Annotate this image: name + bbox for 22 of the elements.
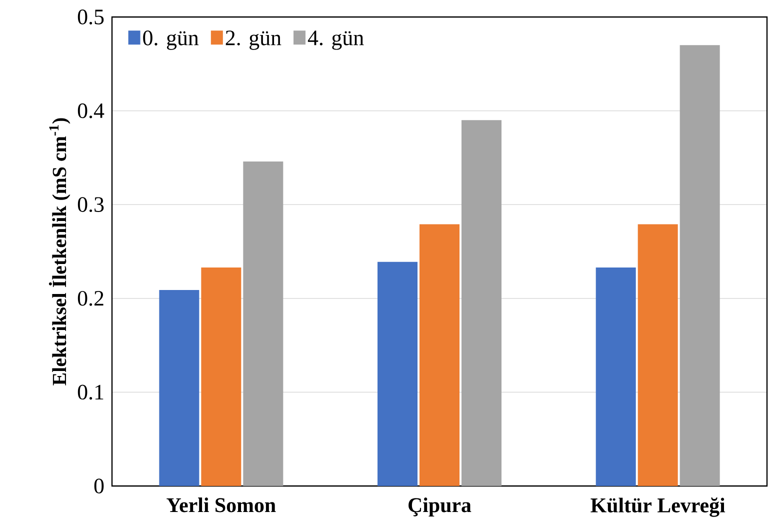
y-tick-label: 0.3: [78, 197, 104, 212]
y-tick-label: 0.2: [78, 290, 104, 306]
legend-label: 2. gün: [226, 30, 282, 50]
y-tick-label: 0: [94, 478, 104, 494]
legend-label: 4. gün: [308, 30, 364, 50]
x-tick-label: Çipura: [408, 498, 472, 516]
legend-label: 0. gün: [143, 30, 199, 50]
bar: [680, 45, 720, 486]
bar: [378, 262, 418, 486]
x-tick-label: Kültür Levreği: [590, 498, 726, 517]
y-axis-title: Elektriksel İletkenlik (mS cm$^{-1}$): [48, 118, 70, 386]
y-tick-label: 0.4: [78, 103, 104, 118]
bar: [420, 224, 460, 486]
bar: [596, 267, 636, 486]
x-tick-label: Yerli Somon: [166, 498, 276, 512]
bar: [201, 267, 242, 486]
bar: [159, 290, 200, 486]
bar: [461, 120, 502, 486]
y-tick-label: 0.5: [78, 10, 104, 24]
bar: [638, 224, 678, 486]
bar: [243, 161, 284, 486]
y-tick-label: 0.1: [78, 384, 104, 400]
